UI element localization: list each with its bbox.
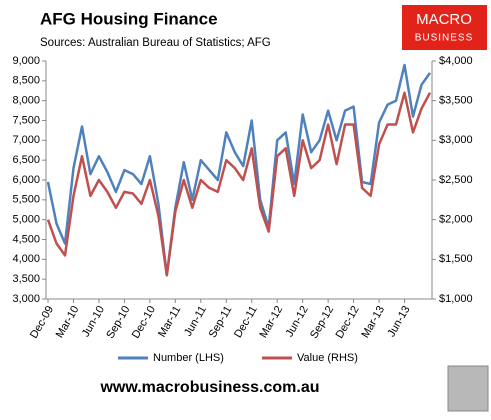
logo-text: BUSINESS	[415, 33, 474, 44]
y2-tick-label: $2,500	[439, 174, 473, 186]
y-tick-label: 9,000	[12, 55, 40, 67]
y2-tick-label: $3,000	[439, 134, 473, 146]
y2-tick-label: $1,000	[439, 293, 473, 305]
wolf-image	[447, 365, 489, 412]
y-tick-label: 6,500	[12, 154, 40, 166]
logo-text: MACRO	[416, 11, 472, 28]
series-line	[46, 63, 432, 277]
x-tick-label: Sep-12	[308, 304, 336, 341]
chart-subtitle: Sources: Australian Bureau of Statistics…	[40, 37, 271, 49]
x-tick-label: Jun-13	[385, 304, 412, 339]
y-tick-label: 8,500	[12, 75, 40, 87]
x-tick-label: Mar-10	[54, 304, 82, 340]
x-tick-label: Jun-12	[284, 304, 311, 339]
y-tick-label: 7,500	[12, 114, 40, 126]
x-tick-label: Sep-11	[207, 304, 235, 340]
x-tick-label: Jun-10	[80, 304, 107, 339]
chart-title: AFG Housing Finance	[40, 9, 218, 28]
x-tick-label: Mar-11	[156, 304, 183, 339]
legend-label: Number (LHS)	[153, 352, 224, 364]
x-tick-label: Mar-12	[258, 304, 286, 340]
x-tick-label: Dec-09	[28, 304, 56, 341]
logo-box	[402, 5, 487, 50]
y2-tick-label: $3,500	[439, 95, 473, 107]
x-tick-label: Jun-11	[182, 304, 209, 338]
y-tick-label: 4,000	[12, 253, 40, 265]
y-tick-label: 3,000	[12, 293, 40, 305]
y-tick-label: 5,500	[12, 194, 40, 206]
x-tick-label: Dec-10	[130, 304, 158, 341]
y-tick-label: 8,000	[12, 95, 40, 107]
y-tick-label: 3,500	[12, 273, 40, 285]
y-tick-label: 7,000	[12, 134, 40, 146]
x-tick-label: Sep-10	[104, 304, 132, 341]
y-tick-label: 5,000	[12, 214, 40, 226]
x-tick-label: Dec-11	[232, 304, 260, 340]
legend-label: Value (RHS)	[297, 352, 358, 364]
y2-tick-label: $2,000	[439, 214, 473, 226]
footer: www.macrobusiness.com.au	[99, 379, 319, 396]
y-tick-label: 4,500	[12, 233, 40, 245]
series-line	[46, 91, 432, 277]
x-tick-label: Mar-13	[359, 304, 387, 340]
x-tick-label: Dec-12	[334, 304, 362, 341]
y2-tick-label: $1,500	[439, 253, 473, 265]
y2-tick-label: $4,000	[439, 55, 473, 67]
y-tick-label: 6,000	[12, 174, 40, 186]
